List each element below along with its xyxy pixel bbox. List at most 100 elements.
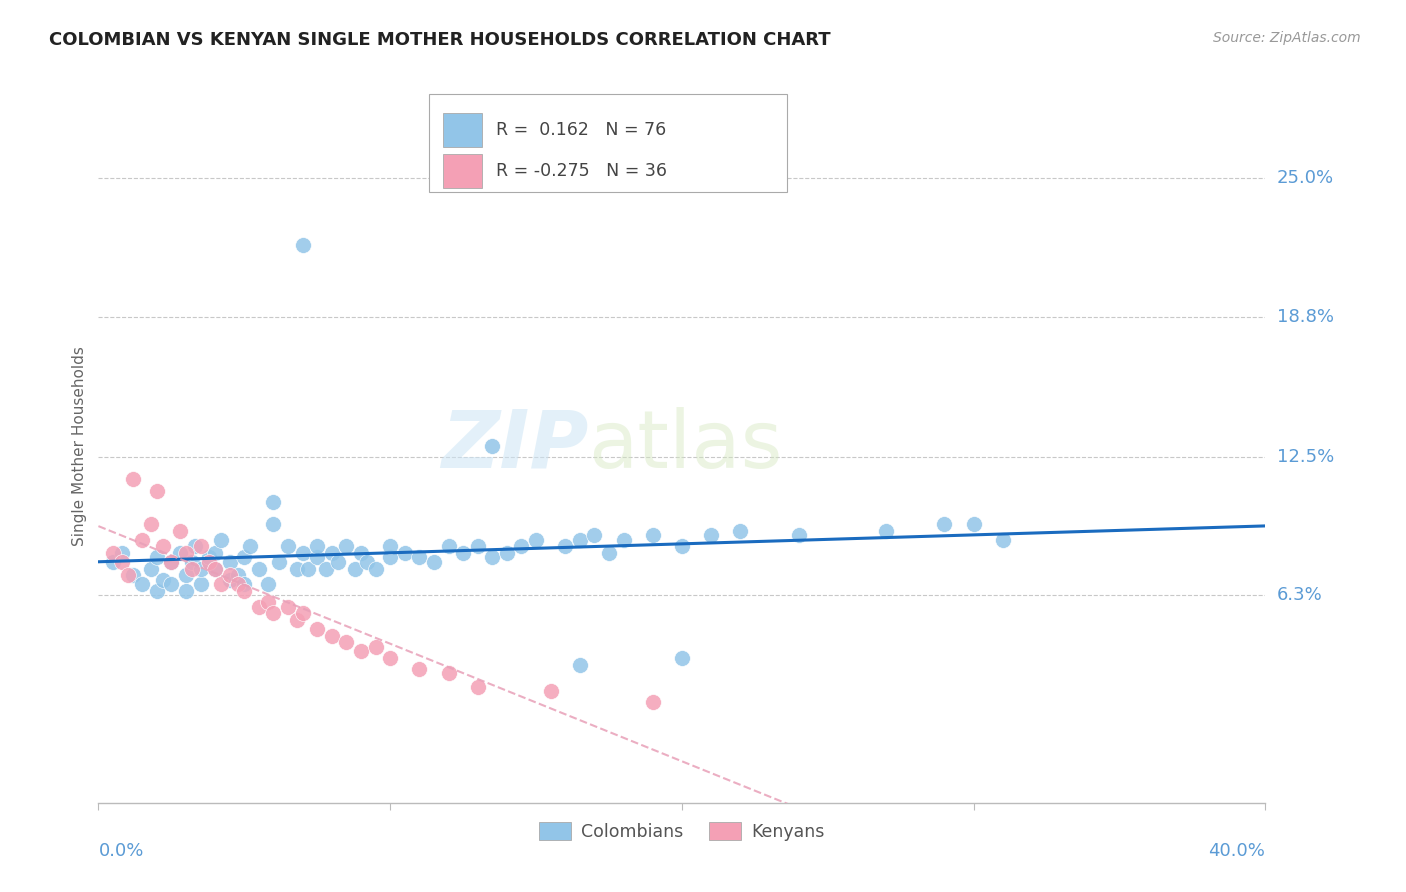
Point [180, 555, 202, 569]
Point [256, 577, 278, 591]
Text: ZIP: ZIP [441, 407, 589, 485]
Point [262, 494, 284, 508]
Point [291, 546, 314, 560]
Point [583, 528, 606, 542]
Text: 0.0%: 0.0% [98, 842, 143, 860]
Point [146, 583, 169, 598]
Point [321, 546, 343, 560]
Point [326, 555, 349, 569]
Text: COLOMBIAN VS KENYAN SINGLE MOTHER HOUSEHOLDS CORRELATION CHART: COLOMBIAN VS KENYAN SINGLE MOTHER HOUSEH… [49, 31, 831, 49]
Point [335, 539, 357, 553]
Point [291, 607, 314, 621]
Point [228, 568, 250, 582]
Point [481, 439, 503, 453]
Point [380, 651, 402, 665]
Point [364, 562, 387, 576]
Point [730, 524, 752, 538]
Point [204, 546, 226, 560]
Point [277, 539, 299, 553]
Point [152, 573, 174, 587]
Point [239, 539, 262, 553]
Point [991, 533, 1014, 547]
Point [307, 622, 329, 636]
Point [122, 472, 145, 486]
Point [233, 550, 256, 565]
Point [321, 628, 343, 642]
Point [146, 550, 169, 565]
Point [451, 546, 474, 560]
Point [247, 562, 270, 576]
Point [204, 562, 226, 576]
Point [262, 516, 284, 531]
Point [180, 562, 202, 576]
Point [496, 546, 519, 560]
Point [408, 662, 430, 676]
Point [700, 528, 723, 542]
Point [111, 546, 134, 560]
Point [481, 550, 503, 565]
Point [598, 546, 620, 560]
Point [139, 562, 162, 576]
Point [160, 577, 183, 591]
Point [139, 516, 162, 531]
Point [671, 539, 693, 553]
Point [350, 546, 373, 560]
Point [540, 684, 562, 698]
Point [247, 599, 270, 614]
Point [190, 562, 212, 576]
Point [380, 539, 402, 553]
Point [169, 546, 191, 560]
Point [364, 640, 387, 654]
Text: R =  0.162   N = 76: R = 0.162 N = 76 [496, 121, 666, 139]
Point [787, 528, 810, 542]
Point [285, 562, 308, 576]
Point [204, 562, 226, 576]
Point [262, 607, 284, 621]
Point [568, 657, 591, 672]
Point [875, 524, 897, 538]
Point [111, 555, 134, 569]
Point [335, 635, 357, 649]
Legend: Colombians, Kenyans: Colombians, Kenyans [533, 815, 831, 847]
Point [467, 539, 489, 553]
Y-axis label: Single Mother Households: Single Mother Households [72, 346, 87, 546]
Point [394, 546, 416, 560]
Point [277, 599, 299, 614]
Point [101, 555, 124, 569]
Point [218, 555, 240, 569]
Point [671, 651, 693, 665]
Point [344, 562, 367, 576]
Text: Source: ZipAtlas.com: Source: ZipAtlas.com [1213, 31, 1361, 45]
Text: atlas: atlas [589, 407, 783, 485]
Point [218, 568, 240, 582]
Text: 18.8%: 18.8% [1277, 308, 1333, 326]
Point [160, 555, 183, 569]
Point [174, 568, 197, 582]
Point [233, 583, 256, 598]
Point [117, 568, 139, 582]
Point [233, 577, 256, 591]
Text: 25.0%: 25.0% [1277, 169, 1334, 187]
Point [209, 533, 232, 547]
Point [934, 516, 956, 531]
Point [131, 533, 153, 547]
Point [356, 555, 378, 569]
Text: 40.0%: 40.0% [1209, 842, 1265, 860]
Point [209, 577, 232, 591]
Point [297, 562, 319, 576]
Point [160, 555, 183, 569]
Point [467, 680, 489, 694]
Point [641, 528, 664, 542]
Point [183, 539, 205, 553]
Point [131, 577, 153, 591]
Point [285, 613, 308, 627]
Point [307, 539, 329, 553]
Point [307, 550, 329, 565]
Point [291, 238, 314, 252]
Point [315, 562, 337, 576]
Point [962, 516, 984, 531]
Text: 12.5%: 12.5% [1277, 448, 1334, 467]
Point [218, 573, 240, 587]
Point [524, 533, 547, 547]
Point [641, 696, 664, 710]
